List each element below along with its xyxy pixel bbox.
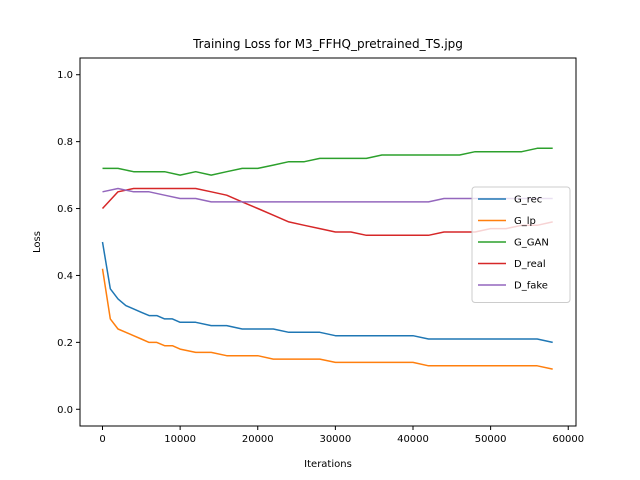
plot-frame bbox=[79, 57, 577, 427]
legend-label-d-real: D_real bbox=[514, 259, 546, 270]
series-line-g-rec bbox=[101, 241, 553, 344]
y-tick-label: 0.0 bbox=[57, 405, 73, 416]
x-tick-label: 40000 bbox=[397, 434, 429, 445]
y-tick-label: 0.2 bbox=[57, 338, 73, 349]
y-tick-label: 0.4 bbox=[57, 271, 73, 282]
legend-label-g-lp: G_lp bbox=[514, 216, 536, 227]
legend-label-d-fake: D_fake bbox=[514, 281, 548, 292]
legend-box bbox=[471, 186, 571, 303]
y-tick-label: 0.6 bbox=[57, 204, 73, 215]
y-tick-label: 0.8 bbox=[57, 137, 73, 148]
x-tick-label: 50000 bbox=[475, 434, 507, 445]
x-tick-label: 10000 bbox=[164, 434, 196, 445]
series-line-g-gan bbox=[102, 147, 553, 176]
y-axis-label: Loss bbox=[32, 231, 43, 253]
x-tick-label: 0 bbox=[99, 434, 105, 445]
ticks-layer: 0 10000 20000 30000 40000 50000 60000 0.0 0.2 0.4… bbox=[57, 70, 584, 445]
x-axis-label: Iterations bbox=[304, 459, 352, 470]
legend-label-g-rec: G_rec bbox=[514, 195, 542, 206]
x-tick-label: 60000 bbox=[552, 434, 584, 445]
x-tick-label: 20000 bbox=[242, 434, 274, 445]
legend: G_rec G_lp G_GAN D_real D_fake bbox=[471, 186, 571, 303]
legend-label-g-gan: G_GAN bbox=[514, 238, 549, 249]
y-tick-label: 1.0 bbox=[57, 70, 73, 81]
series-line-g-lp bbox=[101, 268, 553, 370]
series-layer bbox=[101, 147, 553, 370]
x-tick-label: 30000 bbox=[319, 434, 351, 445]
chart-title: Training Loss for M3_FFHQ_pretrained_TS.… bbox=[192, 37, 463, 51]
